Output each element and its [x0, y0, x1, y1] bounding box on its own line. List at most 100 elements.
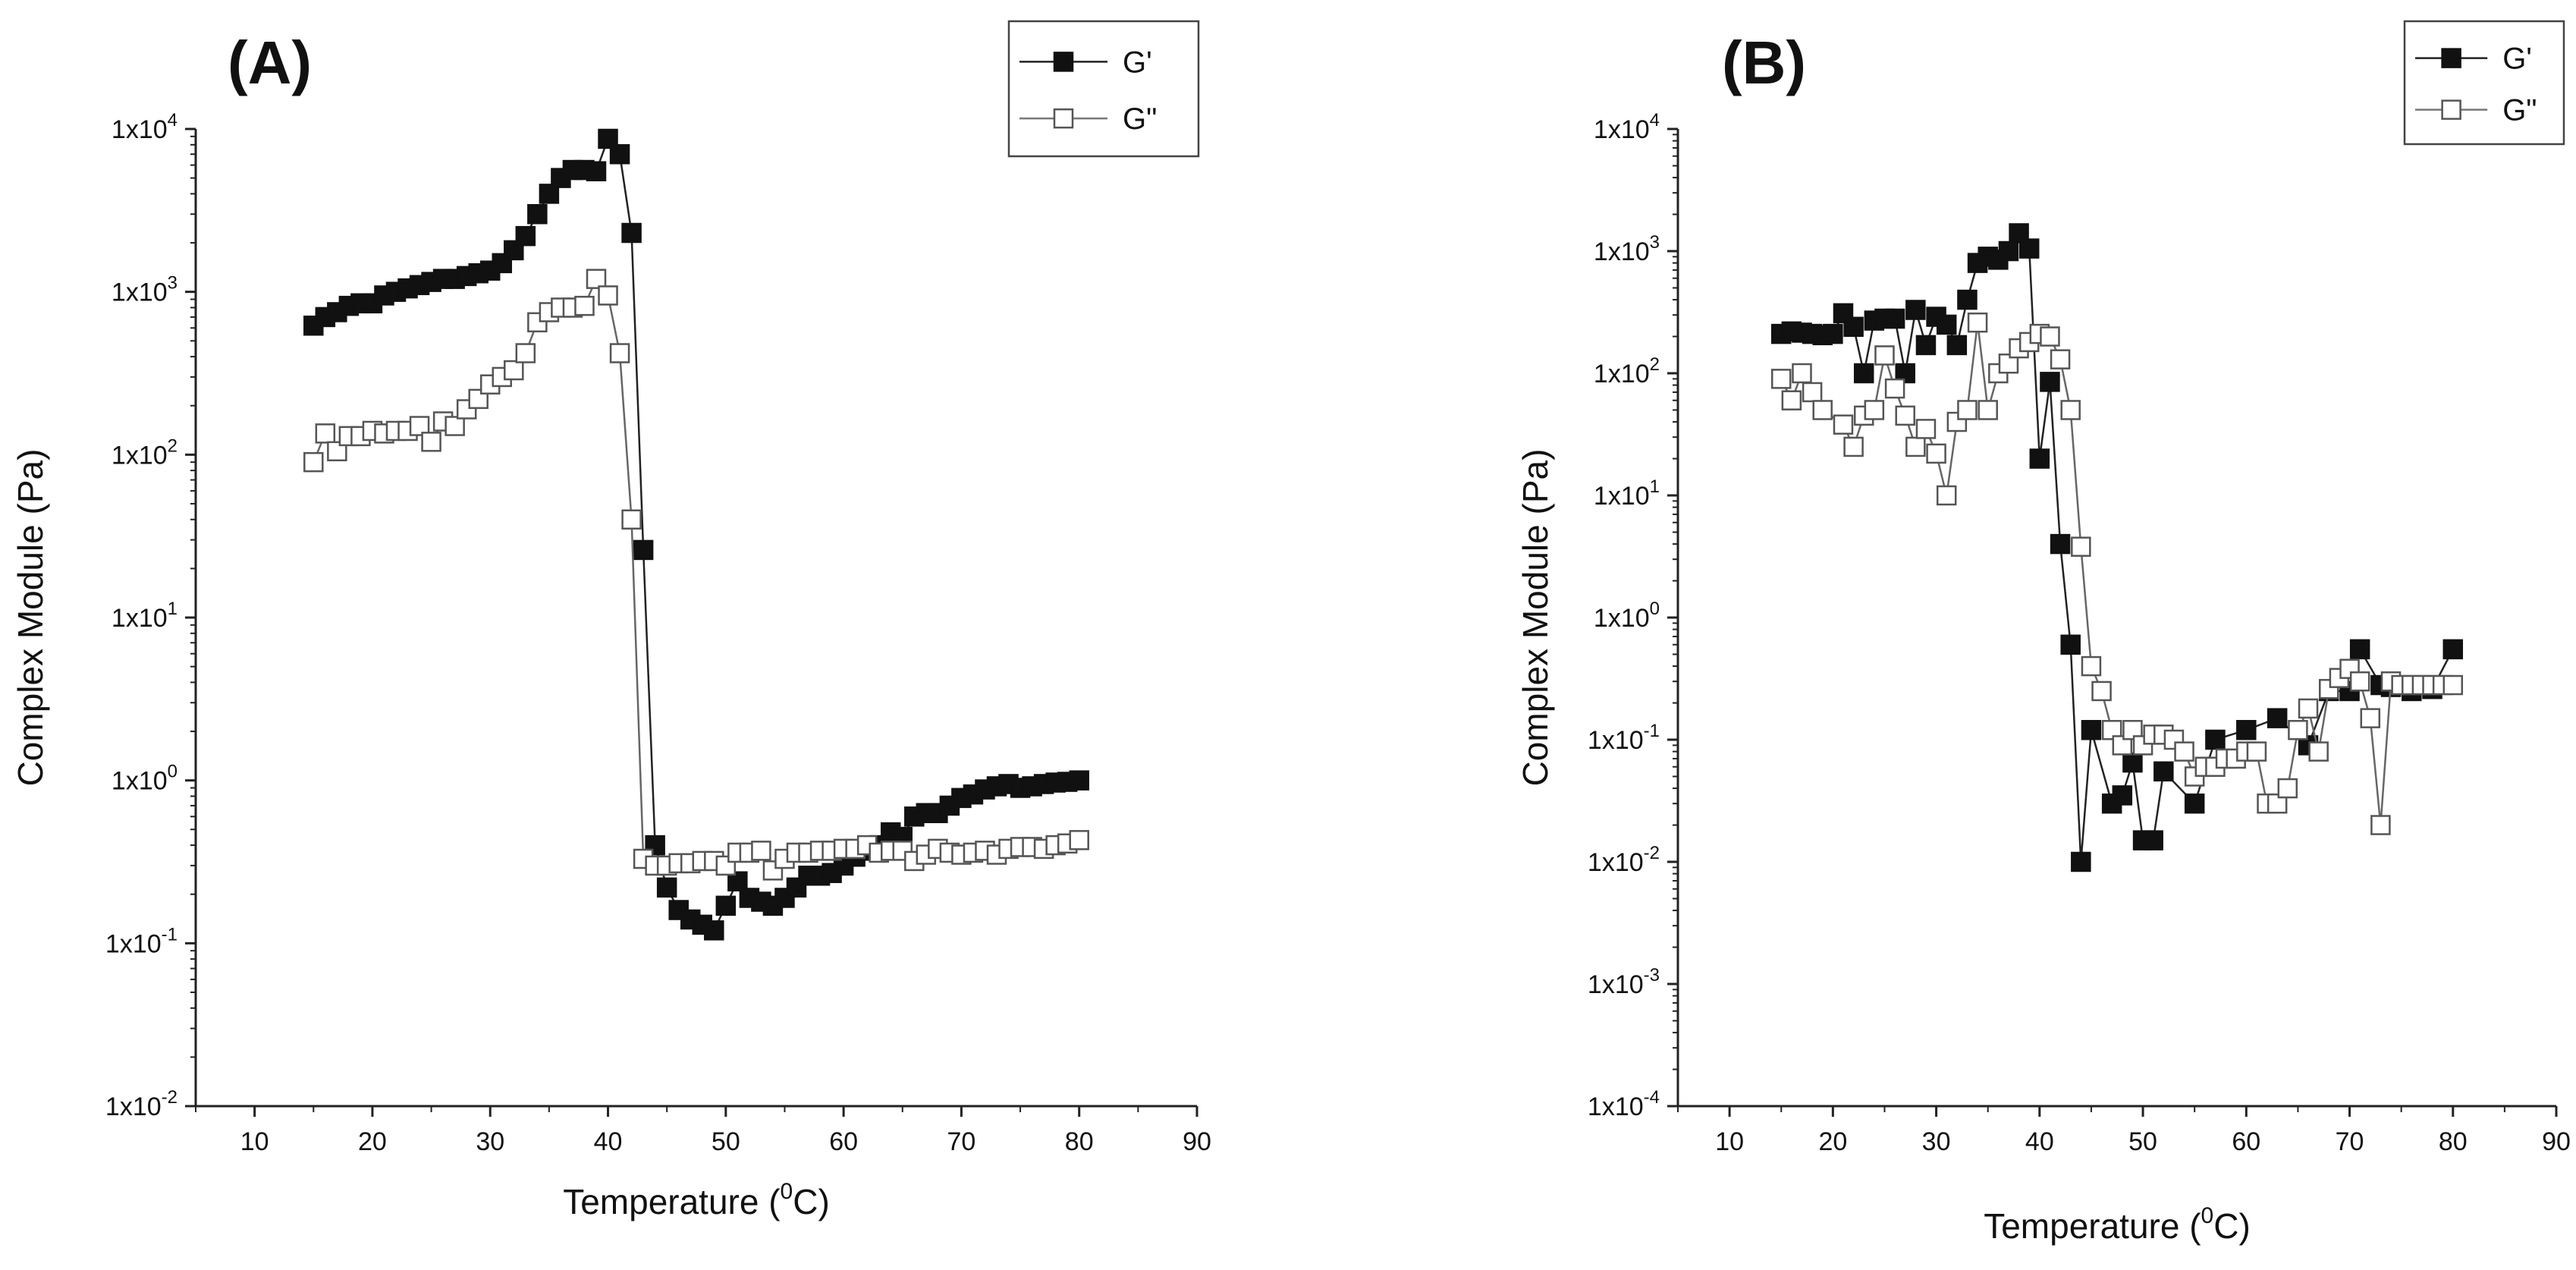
data-point	[892, 841, 913, 861]
legend-marker	[2441, 48, 2461, 68]
data-point	[2236, 720, 2257, 740]
data-point	[2029, 448, 2050, 469]
data-point	[1843, 316, 1864, 338]
x-tick-label: 10	[240, 1127, 269, 1156]
series-line	[313, 277, 1080, 872]
data-point	[609, 144, 630, 165]
data-point	[1069, 770, 1089, 791]
x-tick-label: 50	[2128, 1127, 2157, 1156]
data-point	[774, 888, 795, 908]
data-point	[1946, 335, 1968, 356]
data-point	[2360, 708, 2381, 728]
x-tick-label: 20	[358, 1127, 387, 1156]
data-point	[1915, 419, 1937, 439]
data-point	[315, 423, 336, 444]
data-point	[1802, 382, 1823, 403]
data-point	[2122, 752, 2143, 773]
data-point	[2246, 741, 2267, 762]
data-point	[2112, 785, 2133, 806]
data-point	[515, 343, 536, 363]
y-tick-label: 1x103	[1594, 232, 1660, 266]
data-point	[1936, 314, 1957, 335]
legend-label: G"	[1123, 102, 1157, 136]
data-point	[2060, 634, 2081, 655]
data-point	[515, 225, 536, 247]
data-point	[2040, 372, 2060, 392]
y-tick-label: 1x104	[112, 110, 177, 144]
x-tick-label: 80	[2439, 1127, 2468, 1156]
data-point	[2040, 326, 2060, 347]
y-tick-label: 1x10-2	[1588, 843, 1660, 877]
data-point	[1967, 312, 1988, 333]
data-point	[715, 855, 737, 876]
legend-label: G'	[2502, 42, 2532, 76]
data-point	[2267, 708, 2288, 728]
data-point	[445, 416, 465, 436]
data-point	[2050, 533, 2071, 555]
data-point	[633, 539, 654, 561]
data-point	[1978, 400, 1998, 420]
legend-label: G"	[2502, 94, 2537, 127]
data-point	[1905, 436, 1926, 457]
data-point	[2081, 720, 2102, 740]
x-tick-label: 70	[947, 1127, 975, 1156]
x-tick-label: 60	[829, 1127, 858, 1156]
data-point	[621, 509, 642, 530]
legend-marker	[2441, 99, 2461, 120]
series-g-double-prime	[303, 269, 1089, 881]
data-point	[2308, 741, 2329, 762]
data-point	[998, 774, 1019, 794]
x-tick-label: 30	[1922, 1127, 1951, 1156]
data-point	[492, 253, 513, 274]
data-point	[1998, 240, 2019, 262]
data-point	[704, 920, 724, 941]
legend-marker	[1053, 108, 1074, 129]
y-tick-label: 1x10-1	[1588, 721, 1660, 755]
data-point	[2339, 659, 2360, 679]
data-point	[1853, 363, 1874, 384]
x-tick-label: 80	[1065, 1127, 1094, 1156]
data-point	[586, 161, 607, 181]
data-point	[1812, 400, 1833, 420]
series-line	[313, 137, 1079, 932]
legend: G' G"	[2403, 20, 2565, 146]
data-point	[2370, 815, 2391, 835]
chart-panel-a: 10 20 30 40 50 60 70 80 90 1x10-2 1x10-1 1x100 1x101…	[11, 20, 1211, 1221]
data-point	[1884, 378, 1905, 399]
x-axis-title: Temperature (0C)	[563, 1179, 830, 1221]
series-g-prime	[303, 128, 1089, 941]
y-tick-label: 1x101	[1594, 476, 1660, 511]
x-tick-label: 90	[2542, 1127, 2571, 1156]
x-tick-label: 10	[1715, 1127, 1744, 1156]
data-point	[2143, 830, 2163, 850]
panel-label: (A)	[228, 29, 312, 96]
data-point	[2071, 851, 2091, 872]
data-point	[527, 203, 548, 225]
x-tick-label: 40	[2025, 1127, 2054, 1156]
y-tick-label: 1x100	[1594, 599, 1660, 633]
data-point	[1915, 335, 1937, 356]
data-point	[2442, 639, 2464, 660]
y-axis-title: Complex Module (Pa)	[11, 449, 50, 787]
x-tick-label: 40	[594, 1127, 623, 1156]
data-point	[1823, 323, 1843, 344]
data-point	[2060, 400, 2081, 420]
data-point	[1843, 436, 1864, 457]
data-point	[609, 343, 630, 363]
y-tick-label: 1x103	[112, 273, 177, 307]
y-axis-title: Complex Module (Pa)	[1516, 449, 1555, 787]
data-point	[1884, 308, 1905, 329]
y-tick-label: 1x101	[112, 599, 177, 633]
data-point	[2205, 729, 2226, 750]
data-point	[1874, 345, 1895, 366]
data-point	[751, 841, 771, 861]
y-tick-label: 1x10-3	[1588, 965, 1660, 999]
data-point	[574, 295, 595, 316]
data-point	[2018, 238, 2040, 259]
legend-label: G'	[1123, 46, 1152, 79]
data-point	[2277, 778, 2298, 799]
data-point	[1957, 289, 1978, 310]
legend-marker	[1053, 52, 1074, 72]
data-point	[504, 360, 524, 381]
